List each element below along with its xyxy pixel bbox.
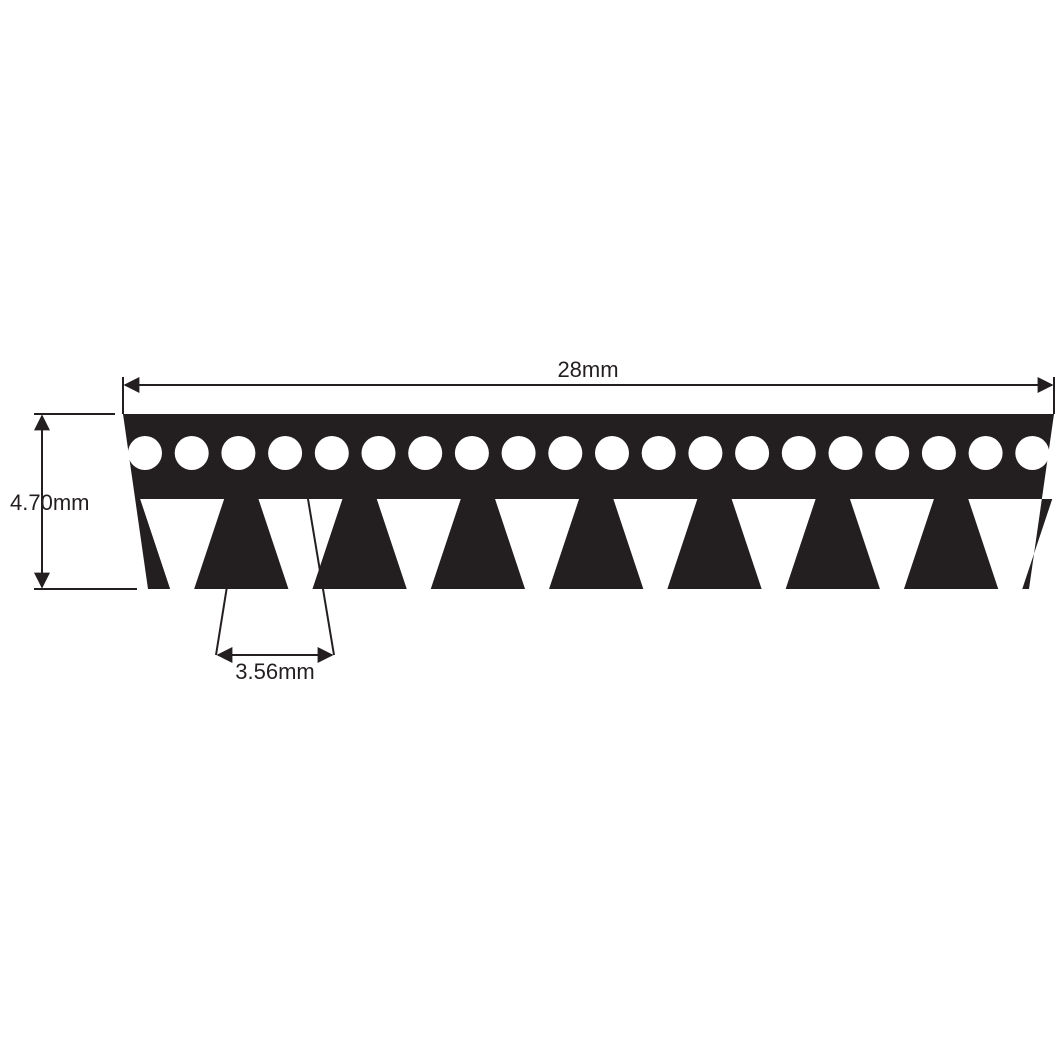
cord-hole: [502, 436, 536, 470]
dimension-height: 4.70mm: [10, 414, 137, 589]
cord-hole: [829, 436, 863, 470]
cord-hole: [1015, 436, 1049, 470]
cord-hole: [548, 436, 582, 470]
dimension-pitch-label: 3.56mm: [235, 659, 314, 684]
cord-hole: [875, 436, 909, 470]
cord-hole: [408, 436, 442, 470]
cord-hole: [221, 436, 255, 470]
cord-hole: [362, 436, 396, 470]
cord-hole: [688, 436, 722, 470]
dimension-width-label: 28mm: [557, 357, 618, 382]
cord-hole: [315, 436, 349, 470]
cord-hole: [642, 436, 676, 470]
belt-cross-section-diagram: 28mm 4.70mm 3.56mm: [0, 0, 1064, 1064]
cord-hole: [782, 436, 816, 470]
cord-hole: [128, 436, 162, 470]
cord-hole: [455, 436, 489, 470]
cord-hole: [969, 436, 1003, 470]
dimension-height-label: 4.70mm: [10, 490, 89, 515]
cord-hole: [175, 436, 209, 470]
cord-hole: [922, 436, 956, 470]
cord-hole: [595, 436, 629, 470]
cord-hole: [268, 436, 302, 470]
belt-profile: [123, 414, 1054, 589]
dimension-width: 28mm: [123, 357, 1054, 414]
cord-hole: [735, 436, 769, 470]
